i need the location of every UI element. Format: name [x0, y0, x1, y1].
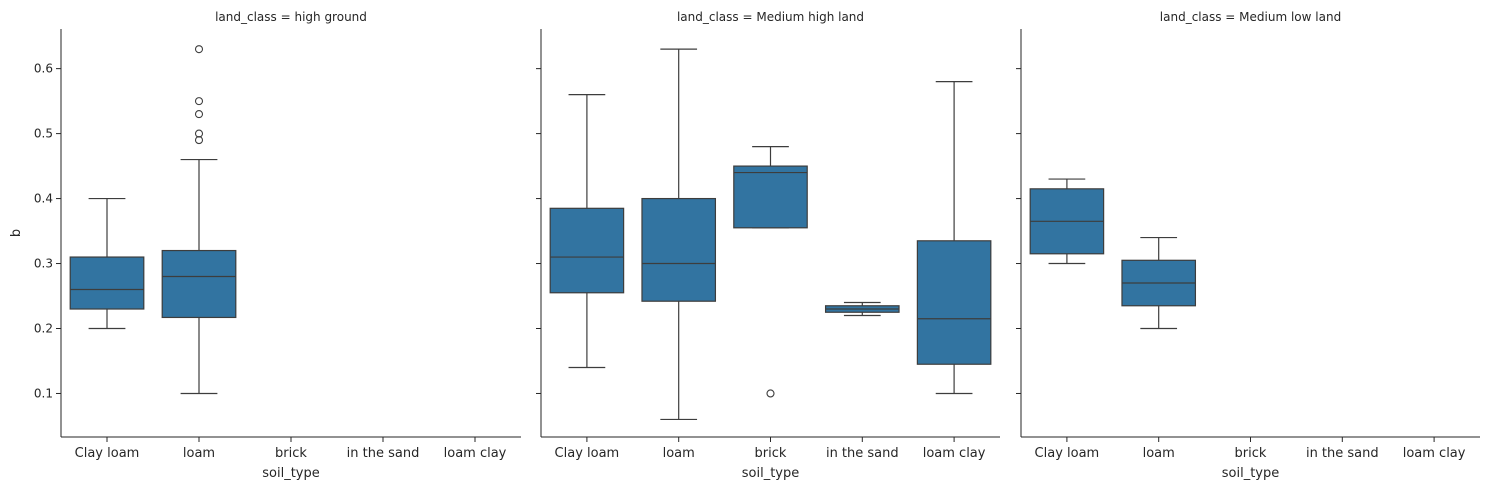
x-tick-label: loam clay — [1403, 446, 1466, 461]
box-iqr — [733, 165, 808, 229]
x-tick-label: loam — [183, 446, 215, 461]
x-tick-label: Clay loam — [1035, 446, 1100, 461]
x-tick-label: Clay loam — [75, 446, 140, 461]
y-tick-label: 0.2 — [34, 322, 53, 336]
y-tick-label: 0.3 — [34, 257, 53, 271]
outlier-point — [194, 45, 204, 54]
facet-title: land_class = high ground — [215, 10, 367, 24]
x-axis-label: soil_type — [1222, 466, 1280, 481]
x-tick-label: in the sand — [826, 446, 899, 461]
outlier-point — [194, 129, 204, 138]
y-tick-label: 0.1 — [34, 386, 53, 400]
x-tick-label: Clay loam — [555, 446, 620, 461]
box-iqr — [549, 207, 625, 294]
x-tick-label: loam clay — [444, 446, 507, 461]
box-iqr — [69, 256, 145, 310]
box-iqr — [641, 197, 717, 302]
x-axis-label: soil_type — [742, 466, 800, 481]
x-tick-label: in the sand — [1306, 446, 1379, 461]
y-axis-label: b — [9, 229, 24, 237]
x-tick-label: brick — [1235, 446, 1267, 461]
y-tick-label: 0.4 — [34, 192, 53, 206]
x-axis-label: soil_type — [262, 466, 320, 481]
x-tick-label: brick — [275, 446, 307, 461]
y-tick-label: 0.6 — [34, 62, 53, 76]
x-tick-label: loam — [663, 446, 695, 461]
y-tick-label: 0.5 — [34, 127, 53, 141]
x-tick-label: loam — [1143, 446, 1175, 461]
box-iqr — [161, 249, 237, 319]
x-tick-label: loam clay — [923, 446, 986, 461]
outlier-point — [766, 389, 775, 398]
x-tick-label: brick — [755, 446, 787, 461]
box-iqr — [916, 240, 992, 365]
facet-title: land_class = Medium high land — [677, 10, 864, 24]
outlier-point — [194, 110, 204, 119]
outlier-point — [194, 97, 204, 106]
facet-title: land_class = Medium low land — [1160, 10, 1341, 24]
x-tick-label: in the sand — [347, 446, 420, 461]
